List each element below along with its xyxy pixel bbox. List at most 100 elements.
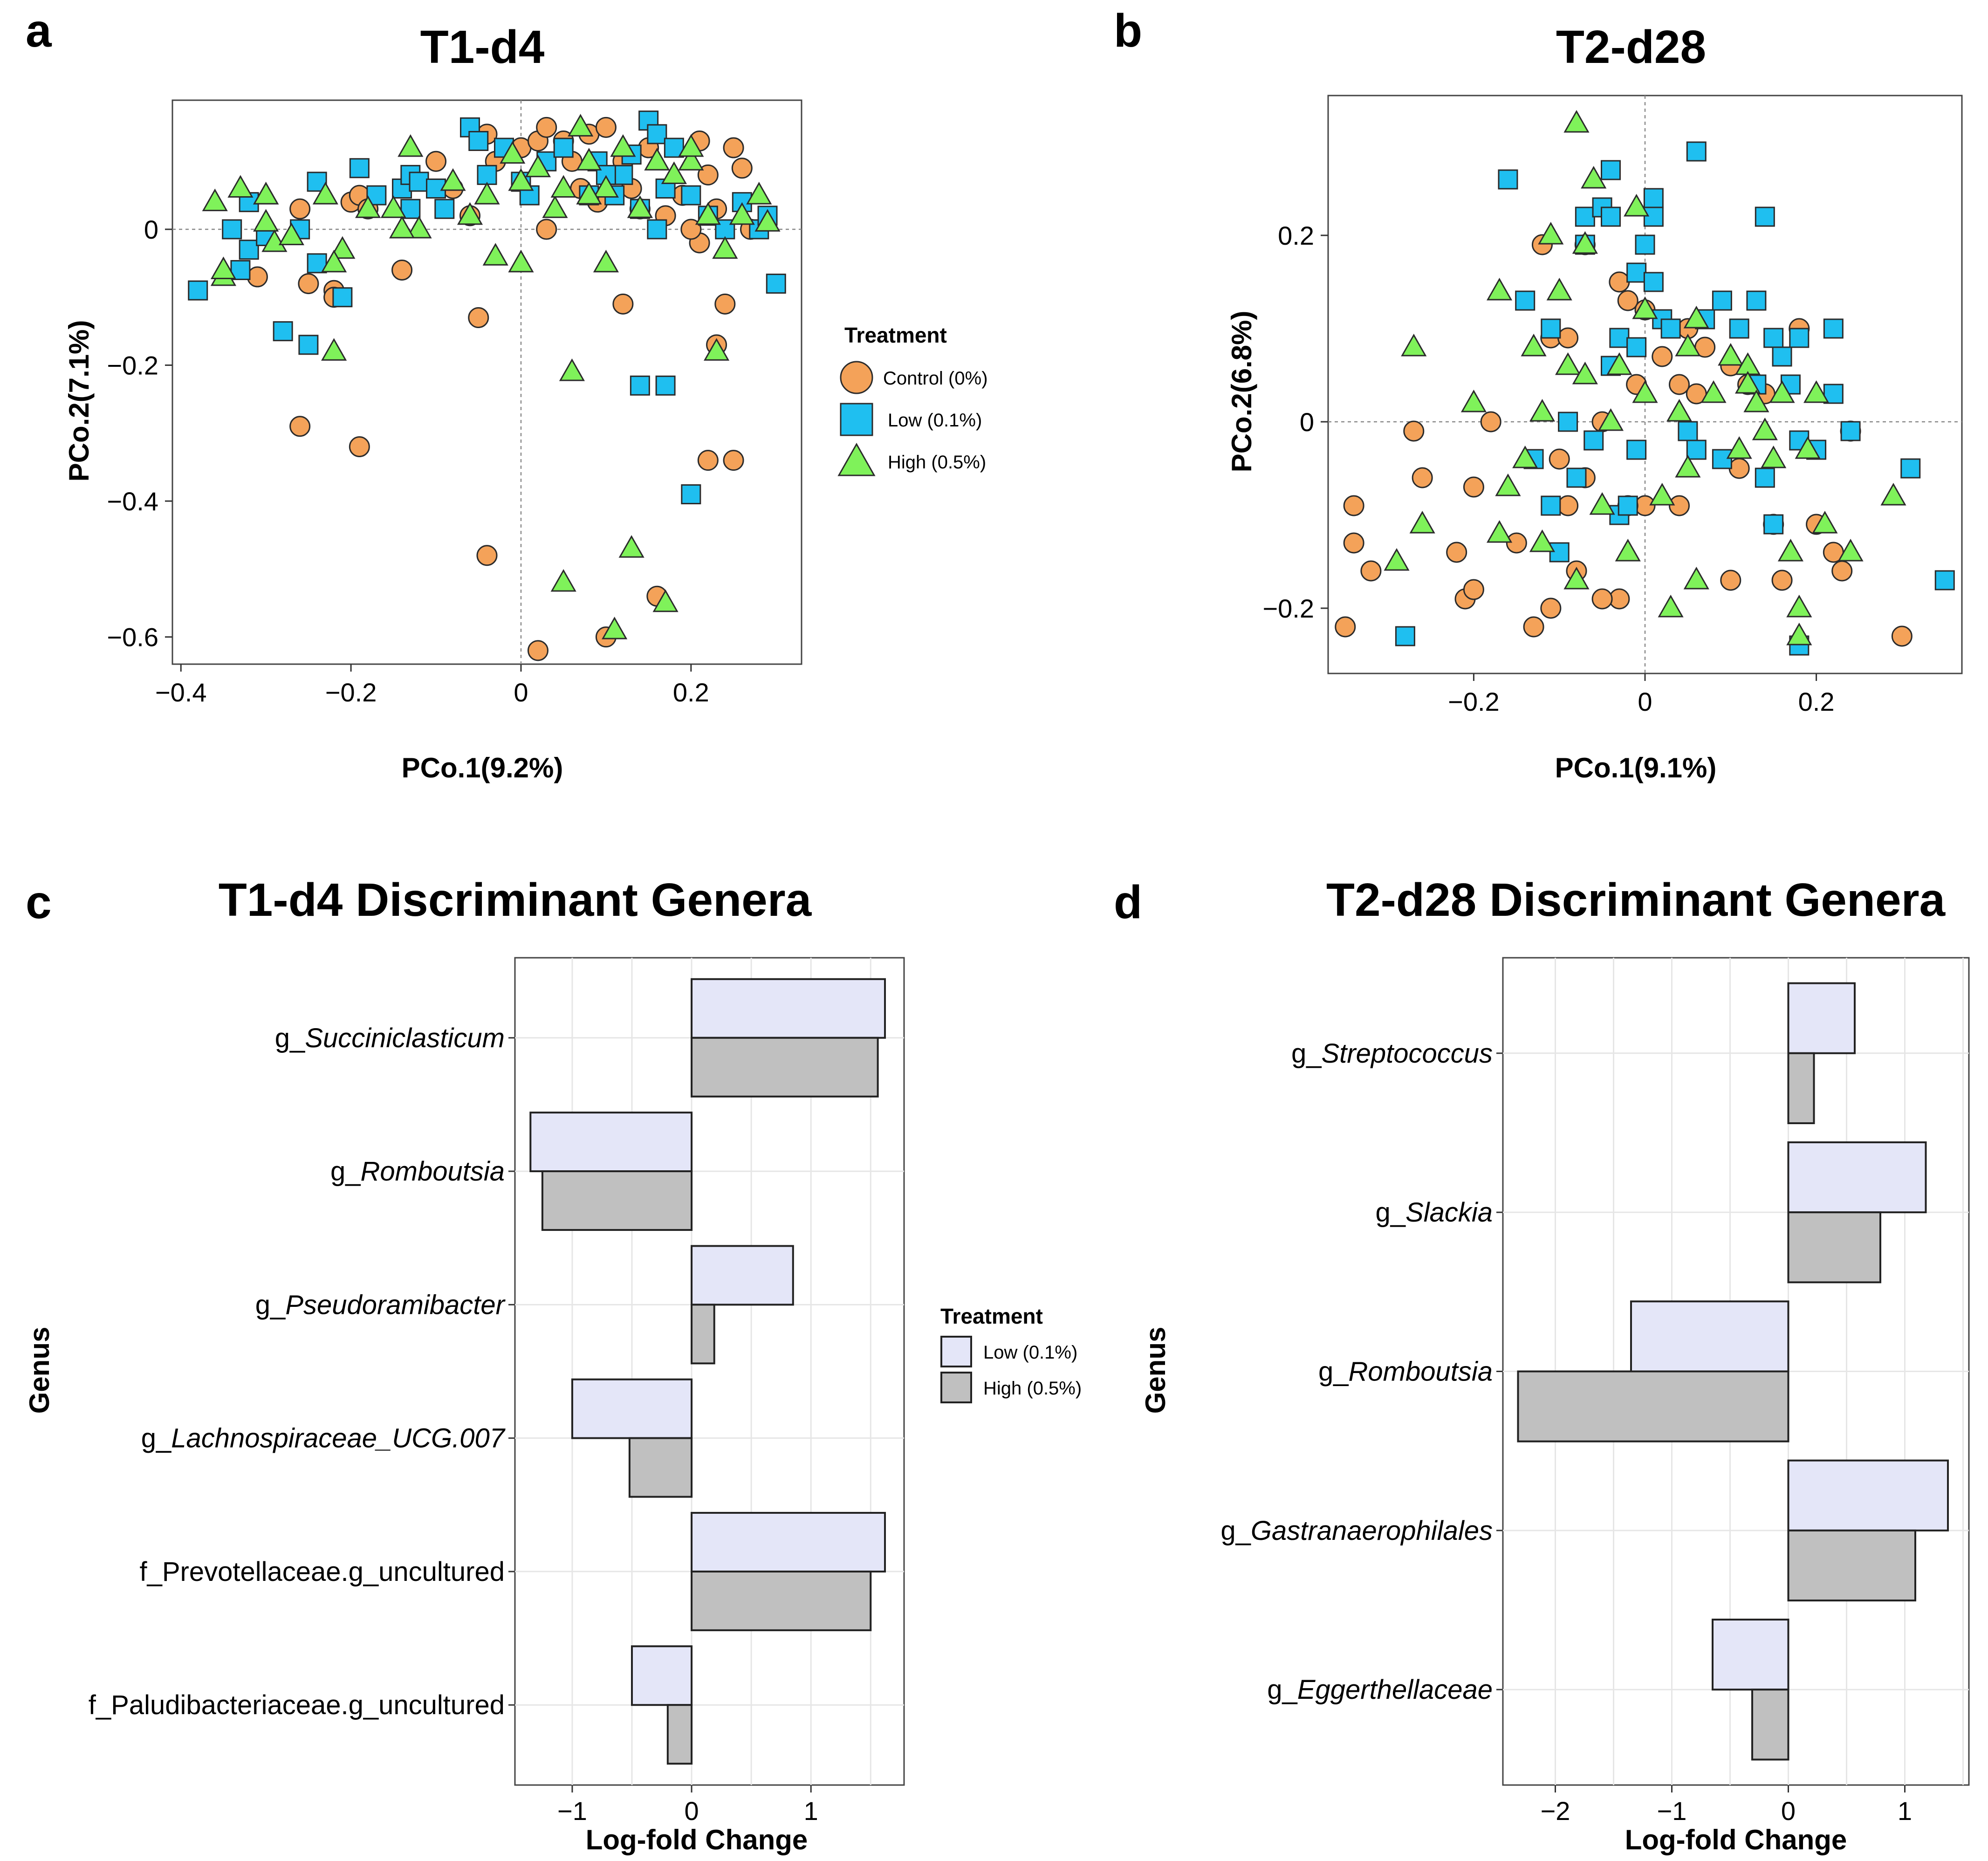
panel-label-a: a (26, 5, 52, 57)
chart-a-point-circle (349, 436, 370, 457)
chart-a-point-triangle (550, 175, 576, 198)
chart-a-point-triangle (593, 175, 619, 198)
chart-a-xtick-label: 0.2 (673, 678, 709, 707)
chart-d-bar-low (1712, 1619, 1789, 1691)
chart-b-ytick-label: 0.2 (1278, 221, 1314, 250)
chart-b-point-circle (1343, 495, 1364, 516)
bar-legend-high-label: High (0.5%) (983, 1378, 1082, 1399)
chart-a-point-triangle (661, 161, 687, 184)
chart-b-point-square (1609, 328, 1630, 348)
chart-a-point-triangle (729, 202, 755, 225)
chart-b-point-circle (1557, 495, 1579, 516)
chart-b-point-triangle (1666, 398, 1693, 422)
chart-a-plot: −0.4 −0.2 0 0.2 0 −0.2 −0.4 −0.6 (107, 99, 802, 707)
chart-c-genus-label: g_Succiniclasticum (275, 1023, 505, 1053)
chart-b-point-square (1584, 430, 1604, 451)
chart-a-point-circle (527, 640, 548, 661)
panel-label-c: c (26, 876, 52, 928)
chart-a-point-square (681, 185, 701, 206)
chart-b-point-triangle (1837, 538, 1864, 562)
chart-b-point-square (1789, 328, 1810, 348)
chart-b-point-circle (1506, 532, 1527, 554)
chart-d-bar-low (1630, 1300, 1789, 1373)
chart-c-title: T1-d4 Discriminant Genera (219, 874, 812, 926)
chart-b-point-square (1678, 421, 1698, 441)
chart-b-point-triangle (1812, 510, 1838, 534)
chart-b-point-triangle (1581, 165, 1607, 189)
chart-b-ytick-label: 0 (1300, 407, 1314, 437)
scatter-legend: Treatment Control (0%) Low (0.1%) High (… (837, 323, 988, 476)
chart-a-xtick-label: −0.2 (325, 678, 377, 707)
chart-d-bar-high (1751, 1689, 1789, 1761)
chart-b-point-triangle (1769, 380, 1795, 403)
chart-b-point-triangle (1803, 380, 1830, 403)
chart-b-xtick-label: −0.2 (1448, 687, 1500, 716)
bar-legend-title: Treatment (940, 1304, 1043, 1328)
chart-b-point-triangle (1718, 343, 1744, 366)
chart-b-point-square (1549, 542, 1570, 563)
chart-a-point-triangle (754, 209, 781, 232)
chart-b-point-triangle (1521, 333, 1547, 357)
chart-a-point-triangle (610, 134, 636, 157)
chart-a-point-circle (298, 273, 319, 295)
chart-b-point-triangle (1726, 436, 1752, 459)
chart-c-bar-low (571, 1378, 693, 1439)
chart-b-point-square (1626, 337, 1647, 357)
chart-b-point-triangle (1658, 594, 1684, 618)
chart-b-point-triangle (1700, 380, 1727, 403)
chart-b-point-square (1686, 141, 1707, 162)
chart-a-point-triangle (202, 188, 228, 212)
chart-b-point-triangle (1409, 510, 1435, 534)
chart-d-genus-label: g_Romboutsia (1318, 1357, 1493, 1387)
chart-b-point-triangle (1675, 454, 1701, 478)
chart-b-point-triangle (1734, 371, 1761, 394)
chart-c-bar-high (691, 1037, 879, 1098)
chart-a-point-circle (536, 219, 557, 240)
chart-b-point-triangle (1572, 361, 1598, 385)
chart-c-xtick-label: 0 (685, 1796, 699, 1826)
chart-b-point-square (1763, 514, 1784, 535)
chart-b-point-square (1755, 467, 1775, 488)
chart-d-bar-low (1787, 982, 1856, 1054)
chart-a-point-triangle (678, 148, 704, 171)
bar-legend-high-swatch (940, 1372, 972, 1403)
chart-c-genus-label: g_Pseudoramibacter (255, 1290, 506, 1320)
chart-a-point-triangle (559, 358, 585, 381)
chart-d-xtick-label: −1 (1657, 1796, 1687, 1826)
chart-a-point-square (647, 124, 667, 144)
chart-a-point-circle (723, 450, 744, 471)
chart-b-point-square (1900, 458, 1921, 479)
chart-a-point-triangle (644, 148, 670, 171)
chart-c-bar-low (691, 1511, 886, 1573)
chart-b-point-circle (1669, 495, 1690, 516)
chart-d-xtick-label: 0 (1781, 1796, 1796, 1826)
chart-c-bar-high (628, 1437, 693, 1498)
chart-a-point-circle (476, 545, 498, 566)
chart-a-point-square (477, 165, 497, 185)
chart-a-point-square (766, 274, 786, 294)
chart-b-point-triangle (1538, 221, 1564, 245)
chart-b-point-triangle (1683, 566, 1709, 590)
chart-b-point-circle (1617, 290, 1638, 311)
chart-b-xtick-label: 0 (1638, 687, 1652, 716)
chart-b-point-triangle (1563, 110, 1590, 133)
chart-a-ytick-label: −0.6 (107, 623, 158, 652)
chart-b-point-square (1823, 318, 1844, 339)
chart-a-point-square (434, 199, 455, 219)
chart-a-point-triangle (550, 569, 576, 592)
chart-b-point-triangle (1384, 548, 1410, 571)
chart-b-point-circle (1343, 532, 1364, 554)
chart-b-point-square (1643, 206, 1664, 227)
chart-b-point-square (1660, 318, 1681, 339)
chart-b-point-square (1626, 439, 1647, 460)
chart-a-point-square (630, 375, 650, 396)
chart-b-point-triangle (1743, 389, 1769, 412)
chart-b-point-triangle (1486, 277, 1513, 301)
chart-c-xtick-label: −1 (557, 1796, 587, 1826)
chart-b-point-triangle (1529, 398, 1556, 422)
chart-d-bar-high (1787, 1211, 1881, 1284)
chart-b-point-triangle (1597, 408, 1624, 431)
chart-b-point-square (1686, 439, 1707, 460)
chart-a-point-circle (697, 450, 719, 471)
chart-a-ytick-label: −0.2 (107, 351, 158, 380)
